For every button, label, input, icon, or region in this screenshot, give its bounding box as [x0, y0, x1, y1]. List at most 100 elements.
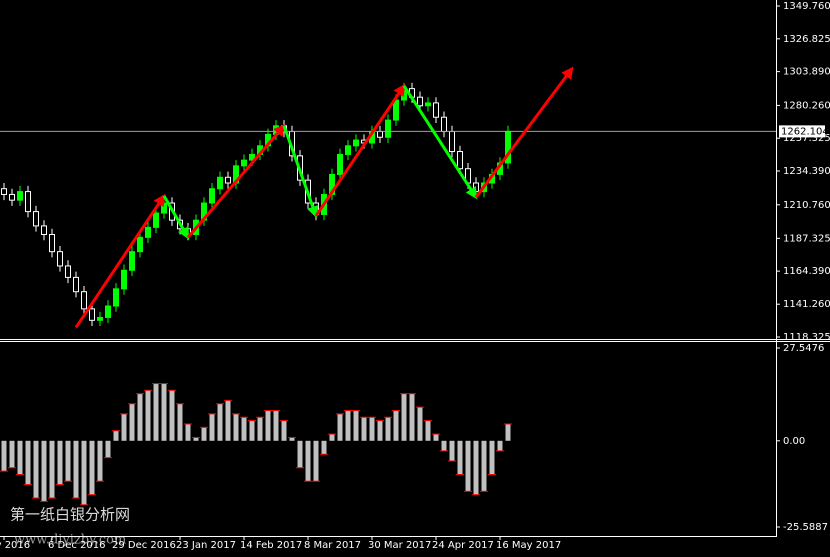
- histogram-bar: [105, 440, 111, 458]
- histogram-bar: [289, 437, 295, 441]
- histogram-bar: [425, 420, 431, 441]
- y-tick-label: 1326.825: [783, 34, 830, 45]
- histogram-bar: [353, 410, 359, 441]
- histogram-bar: [41, 440, 47, 502]
- candle-body: [417, 96, 423, 107]
- histogram-bar: [1, 440, 7, 472]
- histogram-bar: [145, 390, 151, 441]
- histogram-bar: [57, 440, 63, 485]
- histogram-bar: [489, 440, 495, 475]
- candle-body: [241, 159, 247, 167]
- histogram-bar: [33, 440, 39, 499]
- candle-body: [41, 225, 47, 235]
- histogram-bar: [417, 407, 423, 441]
- histogram-bar: [265, 410, 271, 441]
- histogram-bar: [409, 393, 415, 441]
- histogram-bar: [161, 383, 167, 441]
- candle-body: [81, 291, 87, 310]
- candle-body: [129, 251, 135, 271]
- x-tick-label: 16 May 2017: [496, 540, 561, 551]
- histogram-bar: [449, 440, 455, 462]
- histogram-bar: [457, 440, 463, 475]
- candle-body: [209, 188, 215, 204]
- trend-arrow: [402, 84, 478, 200]
- histogram-bar: [25, 440, 31, 485]
- candle-body: [353, 139, 359, 147]
- candle-body: [473, 182, 479, 193]
- histogram-bar: [241, 417, 247, 441]
- histogram-bar: [401, 393, 407, 441]
- candle-body: [153, 212, 159, 228]
- histogram-bar: [225, 400, 231, 441]
- x-tick-label: 6 Dec 2016: [48, 540, 106, 551]
- candle-body: [345, 145, 351, 155]
- histogram-bar: [153, 383, 159, 441]
- candle-body: [121, 269, 127, 290]
- histogram-bar: [433, 434, 439, 441]
- y-tick-label: 1164.390: [783, 266, 830, 277]
- trend-arrow: [474, 66, 574, 199]
- y-tick-label: 1280.260: [783, 100, 830, 111]
- oscillator-panel: [0, 383, 512, 506]
- histogram-bar: [481, 440, 487, 492]
- candle-body: [113, 288, 119, 307]
- x-tick-label: 24 Apr 2017: [432, 540, 494, 551]
- histogram-bar: [441, 440, 447, 451]
- candle-body: [137, 236, 143, 253]
- histogram-bar: [321, 440, 327, 455]
- candle-body: [249, 153, 255, 161]
- histogram-bar: [73, 440, 79, 499]
- histogram-bar: [185, 423, 191, 441]
- y-tick-label: 1349.760: [783, 1, 830, 12]
- histogram-bar: [121, 413, 127, 441]
- trend-arrow: [282, 125, 319, 219]
- histogram-bar: [393, 410, 399, 441]
- histogram-bar: [505, 423, 511, 441]
- candle-body: [457, 151, 463, 170]
- candle-body: [385, 119, 391, 138]
- y-tick-label: 1257.325: [783, 133, 830, 144]
- histogram-bar: [233, 413, 239, 441]
- trend-arrow: [74, 193, 166, 329]
- histogram-bar: [361, 417, 367, 441]
- y-tick-label: 1234.390: [783, 166, 830, 177]
- candle-body: [433, 102, 439, 118]
- histogram-bar: [49, 440, 55, 499]
- candle-body: [49, 233, 55, 253]
- histogram-bar: [345, 410, 351, 441]
- candle-body: [97, 316, 103, 321]
- histogram-bar: [369, 417, 375, 441]
- y-tick-label: -25.5887: [783, 522, 828, 533]
- candle-body: [225, 176, 231, 184]
- candle-body: [65, 265, 71, 278]
- x-tick-label: 29 Dec 2016: [112, 540, 176, 551]
- candle-body: [441, 116, 447, 133]
- current-price-label: 1262.104: [781, 126, 829, 137]
- x-tick-label: 8 Mar 2017: [304, 540, 361, 551]
- candle-body: [105, 305, 111, 318]
- histogram-bar: [81, 440, 87, 505]
- histogram-bar: [217, 403, 223, 441]
- histogram-bar: [497, 440, 503, 451]
- histogram-bar: [9, 440, 15, 468]
- candle-body: [9, 193, 15, 201]
- histogram-bar: [281, 420, 287, 441]
- y-tick-label: 1118.325: [783, 332, 830, 343]
- candle-body: [57, 251, 63, 267]
- y-tick-label: 27.5476: [783, 343, 824, 354]
- trend-arrow: [186, 123, 286, 239]
- histogram-bar: [385, 417, 391, 441]
- y-tick-label: 1303.890: [783, 67, 830, 78]
- watermark-url: www.diyizby.com: [14, 533, 126, 548]
- histogram-bar: [17, 440, 23, 475]
- histogram-bar: [89, 440, 95, 495]
- y-tick-label: 0.00: [783, 436, 805, 447]
- candle-body: [89, 308, 95, 321]
- candle-body: [33, 211, 39, 227]
- histogram-bar: [329, 434, 335, 441]
- x-tick-label: 30 Mar 2017: [368, 540, 431, 551]
- histogram-bar: [209, 413, 215, 441]
- histogram-bar: [377, 420, 383, 441]
